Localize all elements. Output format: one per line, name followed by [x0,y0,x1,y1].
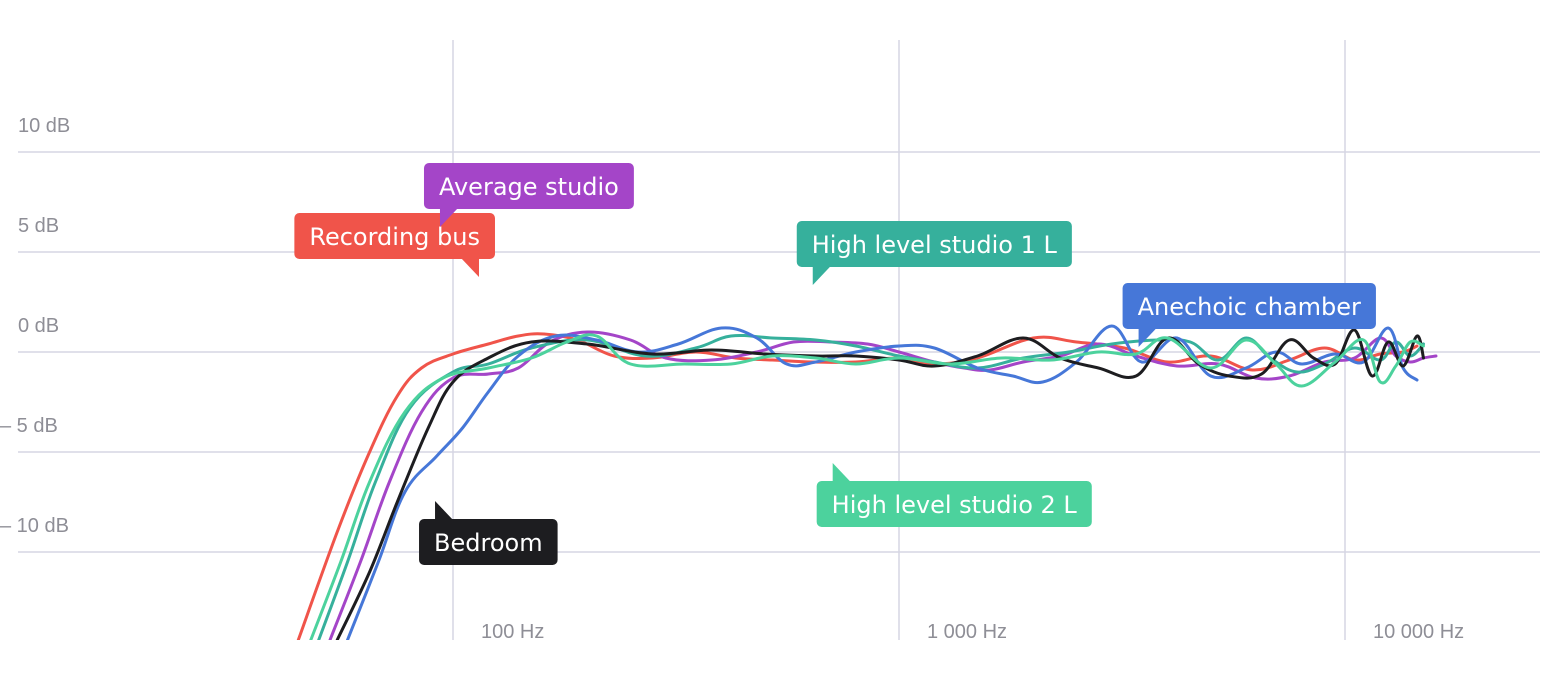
y-tick-label: 0 dB [18,315,59,337]
callout-box [419,519,558,565]
callout-pointer [812,266,831,285]
y-tick-label: 5 dB [18,215,59,237]
y-tick-label: – 10 dB [0,515,69,537]
x-tick-label: 100 Hz [481,621,544,643]
x-axis-ticks: 100 Hz 1 000 Hz 10 000 Hz [481,621,1464,643]
callout-pointer [460,258,479,277]
callout-pointer [439,208,458,227]
x-tick-label: 1 000 Hz [927,621,1007,643]
callout-bedroom: Bedroom [419,501,558,565]
callout-average-studio: Average studio [423,163,634,227]
series-line-high-level-studio-2-l [309,333,1425,640]
series-lines [296,324,1438,640]
callout-label-average-studio: Average studio [439,173,619,201]
y-tick-label: – 5 dB [0,415,58,437]
grid [18,40,1540,640]
callout-label-high-level-studio-2-l: High level studio 2 L [832,491,1078,519]
callout-recording-bus: Recording bus [294,213,495,277]
callout-pointer [1138,328,1157,347]
callout-label-bedroom: Bedroom [434,529,543,557]
callout-box [816,481,1092,527]
y-tick-label: 10 dB [18,115,70,137]
callout-box [294,213,495,259]
series-line-anechoic-chamber [346,324,1419,640]
callout-anechoic-chamber: Anechoic chamber [1122,283,1376,347]
x-tick-label: 10 000 Hz [1373,621,1464,643]
callout-box [796,221,1072,267]
callout-label-recording-bus: Recording bus [309,223,480,251]
callout-pointer [832,463,851,482]
callout-high-level-studio-2-l: High level studio 2 L [816,463,1092,527]
callout-label-high-level-studio-1-l: High level studio 1 L [812,231,1058,259]
callout-box [423,163,634,209]
y-axis-ticks: 10 dB 5 dB 0 dB – 5 dB – 10 dB [0,115,70,537]
callout-pointer [435,501,454,520]
callout-box [1122,283,1376,329]
series-line-bedroom [335,328,1425,640]
series-callouts: Recording bus Average studio High level st… [294,163,1376,565]
callout-label-anechoic-chamber: Anechoic chamber [1138,293,1361,321]
callout-high-level-studio-1-l: High level studio 1 L [796,221,1072,285]
